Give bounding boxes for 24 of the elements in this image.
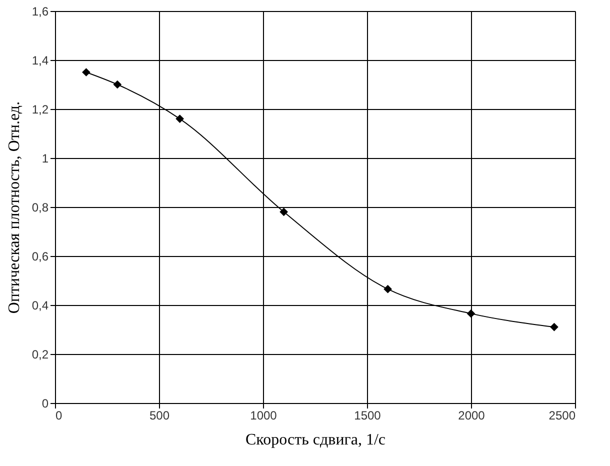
x-tick-label: 1000: [250, 408, 278, 422]
y-tick-label: 0,4: [32, 298, 49, 312]
y-tick-label: 1,4: [32, 54, 49, 68]
point: [280, 208, 288, 216]
point: [176, 114, 184, 123]
y-tick-label: 1: [42, 152, 49, 166]
y-tick-label: 0,8: [32, 200, 49, 214]
y-tick-label: 0,6: [32, 250, 49, 264]
x-tick-label: 0: [56, 408, 62, 422]
x-axis-title: Скорость сдвига, 1/с: [246, 432, 386, 448]
x-tick-label: 500: [149, 408, 170, 422]
y-tick-label: 0,2: [32, 348, 49, 362]
y-axis-title: Оптическая плотность, Отн.ед.: [6, 101, 23, 314]
x-tick-label: 2500: [548, 408, 576, 422]
x-tick-label: 1500: [354, 408, 382, 422]
y-tick-label: 1,2: [32, 102, 49, 116]
point: [113, 80, 122, 89]
point: [384, 284, 392, 294]
point: [466, 309, 476, 318]
y-tick-label: 1,6: [32, 4, 49, 18]
point: [82, 68, 90, 76]
point: [550, 322, 558, 332]
y-tick-label: 0: [42, 396, 49, 410]
x-tick-label: 2000: [458, 408, 486, 422]
